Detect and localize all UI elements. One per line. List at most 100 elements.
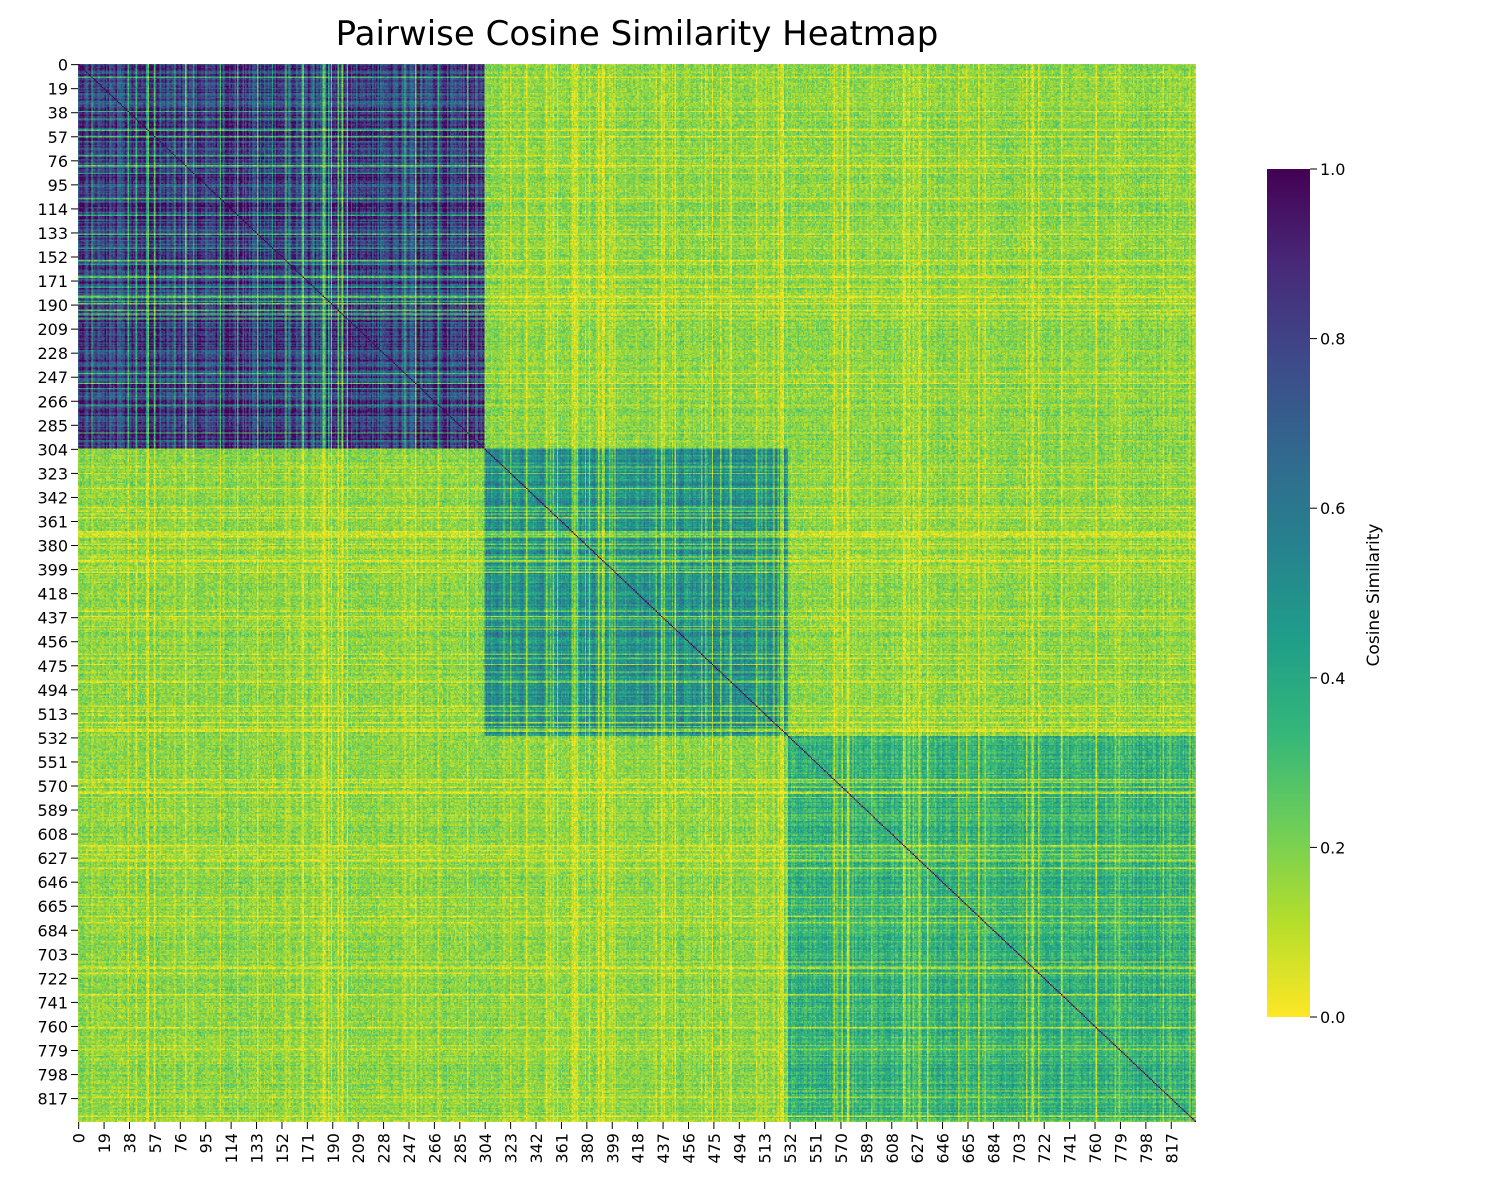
colorbar-gradient xyxy=(1267,169,1310,1017)
y-tick-label: 285 xyxy=(37,416,68,435)
y-tick-label: 817 xyxy=(37,1090,68,1109)
y-tick-label: 114 xyxy=(37,200,68,219)
y-tick-label: 608 xyxy=(37,825,68,844)
x-tick-label: 304 xyxy=(476,1133,495,1164)
y-tick-label: 456 xyxy=(37,633,68,652)
y-tick-label: 228 xyxy=(37,344,68,363)
y-tick-label: 0 xyxy=(58,56,68,75)
y-tick-label: 665 xyxy=(37,897,68,916)
y-tick-label: 19 xyxy=(48,80,68,99)
y-axis: 0 19 38 57 76 95 114 133 152 171 190 209 228 247 266 28… xyxy=(37,56,78,1109)
y-tick-label: 95 xyxy=(48,176,68,195)
colorbar-tick-label: 0.8 xyxy=(1320,330,1345,349)
x-tick-label: 703 xyxy=(1010,1133,1029,1164)
x-tick-label: 684 xyxy=(984,1133,1003,1164)
x-tick-label: 171 xyxy=(298,1133,317,1164)
x-axis: 0 19 38 57 76 95 114 133 152 171 190 209 228 247 266 28… xyxy=(70,1122,1181,1164)
x-tick-label: 608 xyxy=(883,1133,902,1164)
y-tick-label: 779 xyxy=(37,1041,68,1060)
y-tick-label: 323 xyxy=(37,464,68,483)
y-tick-label: 703 xyxy=(37,945,68,964)
y-tick-label: 570 xyxy=(37,777,68,796)
x-tick-label: 152 xyxy=(273,1133,292,1164)
y-tick-label: 646 xyxy=(37,873,68,892)
x-tick-label: 133 xyxy=(248,1133,267,1164)
x-tick-label: 722 xyxy=(1035,1133,1054,1164)
x-tick-label: 399 xyxy=(603,1133,622,1164)
y-tick-label: 418 xyxy=(37,585,68,604)
y-tick-label: 361 xyxy=(37,512,68,531)
x-tick-label: 19 xyxy=(95,1133,114,1153)
y-tick-label: 171 xyxy=(37,272,68,291)
x-tick-label: 247 xyxy=(400,1133,419,1164)
x-tick-label: 114 xyxy=(222,1133,241,1164)
y-tick-label: 152 xyxy=(37,248,68,267)
colorbar-tick-label: 0.0 xyxy=(1320,1008,1345,1027)
y-tick-label: 760 xyxy=(37,1017,68,1036)
y-tick-label: 513 xyxy=(37,705,68,724)
y-tick-label: 684 xyxy=(37,921,68,940)
y-tick-label: 798 xyxy=(37,1066,68,1085)
y-tick-label: 133 xyxy=(37,224,68,243)
x-tick-label: 437 xyxy=(654,1133,673,1164)
x-tick-label: 760 xyxy=(1086,1133,1105,1164)
x-tick-label: 342 xyxy=(527,1133,546,1164)
y-tick-label: 589 xyxy=(37,801,68,820)
x-tick-label: 532 xyxy=(781,1133,800,1164)
y-tick-label: 475 xyxy=(37,657,68,676)
y-tick-label: 342 xyxy=(37,488,68,507)
y-tick-label: 532 xyxy=(37,729,68,748)
x-tick-label: 551 xyxy=(807,1133,826,1164)
heatmap-canvas-holder xyxy=(78,64,1196,1122)
colorbar-tick-label: 0.2 xyxy=(1320,838,1345,857)
y-tick-label: 57 xyxy=(48,128,68,147)
x-tick-label: 228 xyxy=(375,1133,394,1164)
y-tick-label: 266 xyxy=(37,392,68,411)
y-tick-label: 209 xyxy=(37,320,68,339)
colorbar: 0.0 0.2 0.4 0.6 0.8 1.0 xyxy=(1267,160,1345,1027)
x-tick-label: 779 xyxy=(1111,1133,1130,1164)
colorbar-tick-label: 0.6 xyxy=(1320,499,1345,518)
x-tick-label: 456 xyxy=(679,1133,698,1164)
x-tick-label: 266 xyxy=(425,1133,444,1164)
y-tick-label: 304 xyxy=(37,440,68,459)
x-tick-label: 380 xyxy=(578,1133,597,1164)
x-tick-label: 570 xyxy=(832,1133,851,1164)
y-tick-label: 247 xyxy=(37,368,68,387)
heatmap-cells xyxy=(78,64,1196,1122)
x-tick-label: 95 xyxy=(197,1133,216,1153)
y-tick-label: 722 xyxy=(37,969,68,988)
y-tick-label: 627 xyxy=(37,849,68,868)
x-tick-label: 418 xyxy=(629,1133,648,1164)
y-tick-label: 437 xyxy=(37,609,68,628)
x-tick-label: 285 xyxy=(451,1133,470,1164)
heatmap-area xyxy=(78,64,1196,1122)
colorbar-label: Cosine Similarity xyxy=(1364,523,1384,667)
y-tick-label: 399 xyxy=(37,561,68,580)
x-tick-label: 798 xyxy=(1137,1133,1156,1164)
x-tick-label: 209 xyxy=(349,1133,368,1164)
x-tick-label: 494 xyxy=(730,1133,749,1164)
y-tick-label: 494 xyxy=(37,681,68,700)
y-tick-label: 38 xyxy=(48,104,68,123)
y-tick-label: 551 xyxy=(37,753,68,772)
y-tick-label: 190 xyxy=(37,296,68,315)
x-tick-label: 0 xyxy=(70,1133,89,1143)
x-tick-label: 817 xyxy=(1162,1133,1181,1164)
x-tick-label: 646 xyxy=(934,1133,953,1164)
x-tick-label: 361 xyxy=(552,1133,571,1164)
colorbar-tick-label: 0.4 xyxy=(1320,669,1345,688)
y-tick-label: 741 xyxy=(37,993,68,1012)
x-tick-label: 513 xyxy=(756,1133,775,1164)
x-tick-label: 76 xyxy=(171,1133,190,1153)
y-tick-label: 380 xyxy=(37,537,68,556)
x-tick-label: 627 xyxy=(908,1133,927,1164)
x-tick-label: 38 xyxy=(120,1133,139,1153)
x-tick-label: 589 xyxy=(857,1133,876,1164)
x-tick-label: 741 xyxy=(1061,1133,1080,1164)
x-tick-label: 190 xyxy=(324,1133,343,1164)
colorbar-tick-label: 1.0 xyxy=(1320,160,1345,179)
chart-title: Pairwise Cosine Similarity Heatmap xyxy=(335,14,939,54)
